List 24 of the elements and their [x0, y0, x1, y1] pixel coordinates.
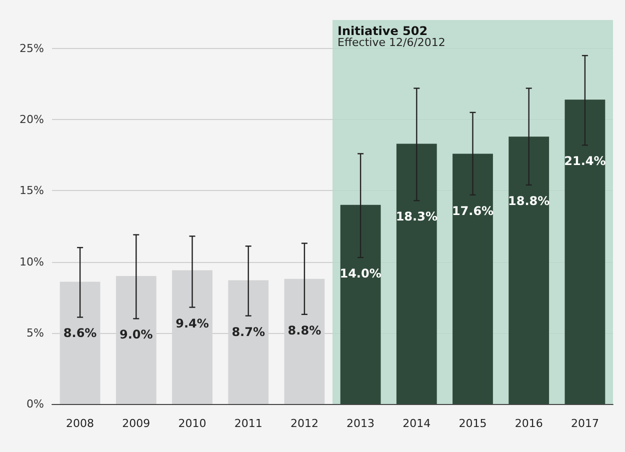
y-tick-label: 15%	[20, 184, 44, 198]
x-tick-label: 2011	[234, 417, 262, 430]
data-label: 21.4%	[564, 154, 606, 168]
data-label: 8.6%	[63, 326, 97, 340]
x-tick-label: 2017	[570, 417, 599, 430]
x-tick-label: 2009	[122, 417, 150, 430]
x-tick-label: 2015	[458, 417, 487, 430]
x-tick-label: 2014	[402, 417, 431, 430]
band-label: Initiative 502 Effective 12/6/2012	[338, 24, 446, 49]
y-tick-label: 5%	[26, 326, 44, 340]
x-tick-label: 2016	[514, 417, 543, 430]
y-tick-label: 25%	[20, 42, 44, 55]
data-label: 8.7%	[232, 324, 265, 339]
data-label: 9.0%	[120, 328, 153, 342]
y-tick-label: 20%	[20, 113, 44, 126]
data-label: 8.8%	[288, 323, 322, 338]
x-tick-label: 2012	[290, 417, 318, 430]
y-tick-label: 0%	[26, 398, 44, 410]
data-label: 9.4%	[176, 316, 209, 330]
data-label: 14.0%	[340, 266, 382, 281]
x-tick-label: 2013	[346, 417, 375, 430]
x-tick-label: 2008	[66, 417, 94, 430]
y-tick-label: 10%	[20, 255, 44, 268]
x-tick-label: 2010	[178, 417, 206, 430]
